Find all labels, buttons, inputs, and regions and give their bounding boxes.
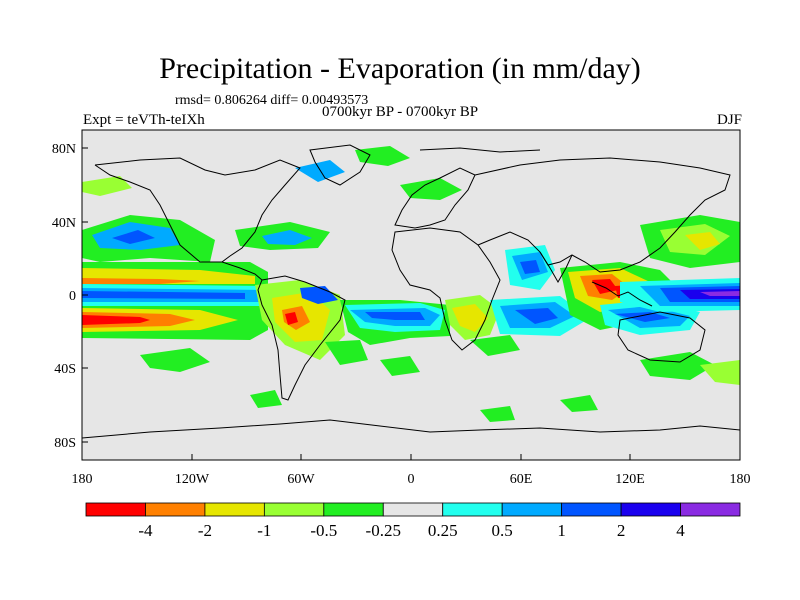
experiment-label: Expt = teVTh-teIXh (83, 112, 205, 128)
colorbar-label: 2 (617, 521, 626, 540)
anomaly-region (82, 278, 200, 284)
colorbar-swatch (442, 502, 503, 517)
colorbar-label: -0.5 (310, 521, 337, 540)
coastline-north-america-west (94, 164, 222, 263)
lat-tick-label: 0 (69, 289, 76, 304)
anomaly-region (82, 176, 132, 196)
colorbar-label: -2 (198, 521, 212, 540)
anomaly-region (560, 395, 598, 412)
colorbar-swatch (620, 502, 681, 517)
anomaly-region (470, 335, 520, 356)
colorbar-swatch (323, 502, 384, 517)
anomaly-region (700, 291, 740, 296)
lat-tick-label: 40N (52, 216, 76, 231)
coastline-africa (391, 227, 501, 351)
colorbar-label: -4 (138, 521, 153, 540)
lon-tick-label: 120W (175, 472, 210, 487)
colorbar-label: 4 (676, 521, 685, 540)
anomaly-region (520, 260, 540, 274)
anomaly-region (592, 279, 618, 294)
anomaly-region (365, 312, 425, 320)
anomaly-region (480, 406, 515, 422)
anomaly-region (262, 230, 312, 245)
lon-tick-label: 120E (615, 472, 645, 487)
anomaly-region (515, 308, 558, 324)
colorbar-swatch (85, 502, 146, 517)
coastline-australia (617, 311, 706, 363)
anomaly-region (82, 291, 245, 299)
coastline-antarctica (82, 419, 740, 439)
longitude-axis: 180 120W 60W 0 60E 120E 180 (72, 454, 751, 487)
colorbar-label: 1 (557, 521, 566, 540)
anomaly-region (250, 390, 282, 408)
anomaly-region (400, 178, 462, 200)
colorbar-swatch (263, 502, 325, 517)
anomaly-field (82, 146, 740, 422)
colorbar-label: 0.5 (492, 521, 513, 540)
colorbar-swatch (204, 502, 265, 517)
colorbar: -4 -2 -1 -0.5 -0.25 0.25 0.5 1 2 4 (85, 502, 741, 540)
coastline-indian-subcontinent (539, 251, 573, 284)
anomaly-region (300, 286, 338, 304)
period-label: 0700kyr BP - 0700kyr BP (322, 104, 479, 120)
colorbar-swatch (561, 502, 622, 517)
season-label: DJF (716, 112, 742, 128)
lat-tick-label: 80N (52, 142, 76, 157)
anomaly-region (700, 360, 740, 385)
coastline-north-america (94, 157, 301, 281)
latitude-axis: 80N 40N 0 40S 80S (52, 142, 88, 451)
lat-tick-label: 80S (54, 436, 76, 451)
coastline-greenland (309, 144, 371, 186)
coastlines (82, 144, 740, 439)
lon-tick-label: 60E (510, 472, 533, 487)
lon-tick-label: 180 (730, 472, 751, 487)
anomaly-region (452, 304, 488, 332)
stats-label: rmsd= 0.806264 diff= 0.00493573 (175, 93, 369, 108)
anomaly-region (640, 352, 715, 380)
lon-tick-label: 60W (287, 472, 315, 487)
anomaly-region (685, 232, 720, 250)
coastline-arctic (419, 147, 541, 153)
anomaly-region (325, 340, 368, 365)
anomaly-region (140, 348, 210, 372)
colorbar-swatch (145, 502, 206, 517)
anomaly-region (82, 315, 150, 325)
anomaly-region (112, 230, 155, 244)
coastline-asia (474, 157, 731, 273)
anomaly-region (380, 356, 420, 376)
colorbar-swatch (382, 502, 444, 517)
colorbar-label: -1 (257, 521, 271, 540)
coastline-south-america (257, 275, 346, 401)
map-panel: 80N 40N 0 40S 80S 180 120W 60W 0 60E 120E 180 (52, 129, 751, 487)
colorbar-label: -0.25 (366, 521, 401, 540)
plot-title: Precipitation - Evaporation (in mm/day) (159, 52, 641, 85)
coastline-maritime-continent (591, 281, 653, 307)
lat-tick-label: 40S (54, 362, 76, 377)
anomaly-region (355, 146, 410, 166)
lon-tick-label: 180 (72, 472, 93, 487)
anomaly-region (615, 312, 670, 322)
colorbar-swatch (680, 502, 741, 517)
anomaly-region (285, 312, 298, 325)
colorbar-label: 0.25 (428, 521, 458, 540)
lon-tick-label: 0 (408, 472, 415, 487)
anomaly-region (295, 160, 345, 182)
colorbar-swatch (501, 502, 563, 517)
